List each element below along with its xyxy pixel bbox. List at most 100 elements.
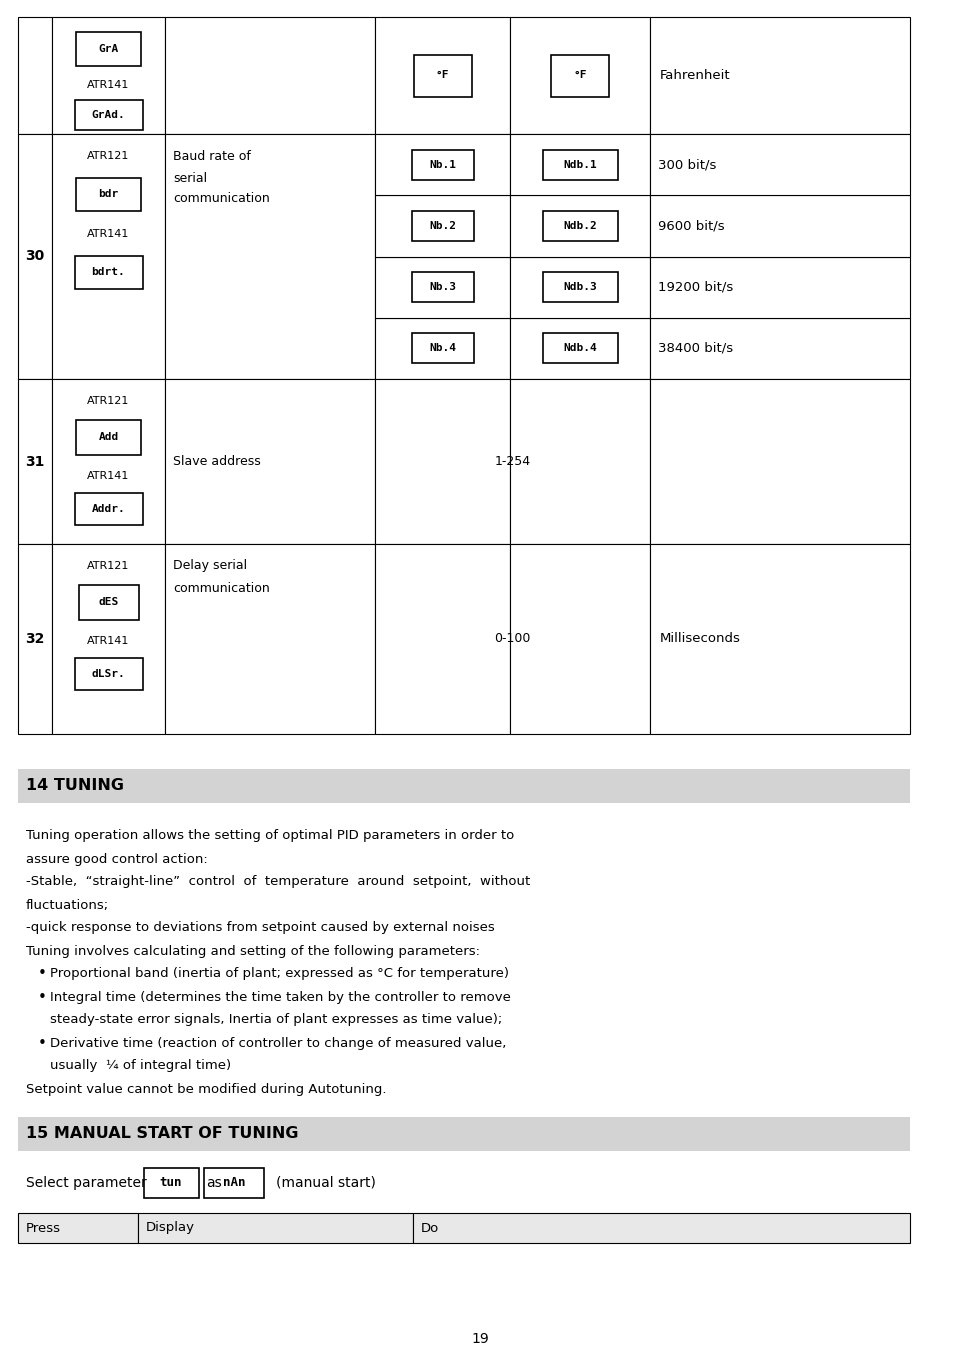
Bar <box>375 318 510 379</box>
Bar <box>650 318 910 379</box>
Bar <box>75 100 142 130</box>
Text: serial: serial <box>173 171 207 185</box>
Text: nAn: nAn <box>223 1176 245 1190</box>
Bar <box>510 256 650 318</box>
Text: bdr: bdr <box>98 189 119 199</box>
Text: 19: 19 <box>471 1332 489 1346</box>
Bar <box>18 16 52 134</box>
Text: Ndb.3: Ndb.3 <box>564 282 597 292</box>
Text: Display: Display <box>146 1221 195 1235</box>
Text: ATR121: ATR121 <box>87 151 130 162</box>
Text: •: • <box>38 990 47 1005</box>
Bar <box>75 493 142 524</box>
Bar <box>510 134 650 196</box>
Text: Nb.1: Nb.1 <box>429 160 456 170</box>
Text: Ndb.4: Ndb.4 <box>564 344 597 353</box>
Text: Addr.: Addr. <box>91 504 126 513</box>
Text: •: • <box>38 967 47 982</box>
Bar <box>375 543 510 734</box>
Bar <box>542 334 617 363</box>
Text: dES: dES <box>98 597 119 606</box>
Text: usually  ¼ of integral time): usually ¼ of integral time) <box>50 1060 231 1072</box>
Text: 300 bit/s: 300 bit/s <box>658 159 716 171</box>
Bar <box>165 134 375 379</box>
Bar <box>650 379 910 543</box>
Bar <box>650 543 910 734</box>
Bar <box>18 379 52 543</box>
Bar <box>52 16 165 134</box>
Bar <box>650 256 910 318</box>
Bar <box>18 1213 138 1243</box>
Text: 38400 bit/s: 38400 bit/s <box>658 342 733 355</box>
Text: 9600 bit/s: 9600 bit/s <box>658 219 725 233</box>
Bar <box>79 585 138 620</box>
Bar <box>52 543 165 734</box>
Bar <box>18 769 910 804</box>
Bar <box>414 55 471 96</box>
Text: Add: Add <box>98 433 119 442</box>
Text: ATR141: ATR141 <box>87 79 130 90</box>
Text: fluctuations;: fluctuations; <box>26 898 109 912</box>
Text: 30: 30 <box>25 249 44 263</box>
Bar <box>18 134 52 379</box>
Text: Integral time (determines the time taken by the controller to remove: Integral time (determines the time taken… <box>50 991 511 1003</box>
Bar <box>510 379 650 543</box>
Bar <box>76 419 141 455</box>
Text: Slave address: Slave address <box>173 455 261 468</box>
Text: Tuning operation allows the setting of optimal PID parameters in order to: Tuning operation allows the setting of o… <box>26 830 515 842</box>
Bar <box>510 16 650 134</box>
Bar <box>138 1213 413 1243</box>
Text: Proportional band (inertia of plant; expressed as °C for temperature): Proportional band (inertia of plant; exp… <box>50 968 509 980</box>
Text: Press: Press <box>26 1221 61 1235</box>
Text: 19200 bit/s: 19200 bit/s <box>658 281 733 293</box>
Text: dLSr.: dLSr. <box>91 669 126 679</box>
Bar <box>165 16 375 134</box>
Bar <box>75 658 142 690</box>
Text: 1-254: 1-254 <box>494 455 531 468</box>
Bar <box>18 1117 910 1151</box>
Bar <box>375 16 510 134</box>
Text: Fahrenheit: Fahrenheit <box>660 68 731 82</box>
Bar <box>412 334 473 363</box>
Bar <box>542 211 617 241</box>
Text: Nb.2: Nb.2 <box>429 220 456 231</box>
Text: Do: Do <box>421 1221 440 1235</box>
Text: Milliseconds: Milliseconds <box>660 632 741 646</box>
Text: Nb.3: Nb.3 <box>429 282 456 292</box>
Text: bdrt.: bdrt. <box>91 267 126 277</box>
Bar <box>76 178 141 211</box>
Text: Ndb.2: Ndb.2 <box>564 220 597 231</box>
Bar <box>650 134 910 196</box>
Text: -quick response to deviations from setpoint caused by external noises: -quick response to deviations from setpo… <box>26 921 494 935</box>
Bar <box>542 149 617 179</box>
Bar <box>542 272 617 303</box>
Bar <box>510 543 650 734</box>
Text: GrA: GrA <box>98 44 119 53</box>
Text: °F: °F <box>573 70 587 81</box>
Bar <box>375 256 510 318</box>
Bar <box>551 55 609 96</box>
Bar <box>76 31 141 66</box>
Bar <box>650 196 910 256</box>
Text: as: as <box>206 1176 222 1190</box>
Bar <box>412 211 473 241</box>
Text: 31: 31 <box>25 455 45 468</box>
Text: Setpoint value cannot be modified during Autotuning.: Setpoint value cannot be modified during… <box>26 1083 387 1095</box>
Text: ATR141: ATR141 <box>87 229 130 240</box>
Text: GrAd.: GrAd. <box>91 110 126 120</box>
Text: Select parameter: Select parameter <box>26 1176 147 1190</box>
Text: (manual start): (manual start) <box>276 1176 376 1190</box>
Text: steady-state error signals, Inertia of plant expresses as time value);: steady-state error signals, Inertia of p… <box>50 1013 502 1027</box>
Text: ATR121: ATR121 <box>87 396 130 407</box>
Text: 0-100: 0-100 <box>494 632 531 646</box>
Text: 14 TUNING: 14 TUNING <box>26 779 124 794</box>
Bar <box>413 1213 910 1243</box>
Bar <box>375 134 510 196</box>
Text: assure good control action:: assure good control action: <box>26 853 207 865</box>
Bar <box>52 134 165 379</box>
Bar <box>412 272 473 303</box>
Text: Nb.4: Nb.4 <box>429 344 456 353</box>
Bar <box>510 318 650 379</box>
Text: communication: communication <box>173 582 270 594</box>
Bar <box>52 379 165 543</box>
